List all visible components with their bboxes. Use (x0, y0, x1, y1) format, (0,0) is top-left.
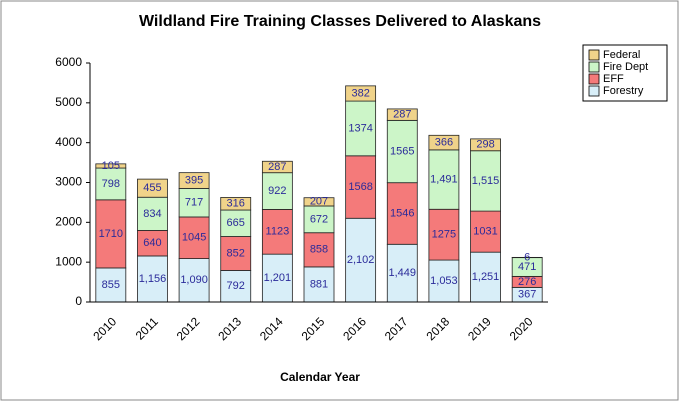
bar-segment (470, 138, 501, 152)
value-label: 1,090 (180, 274, 208, 286)
legend-swatch (588, 61, 600, 73)
legend-swatch (588, 85, 600, 97)
legend-label: Fire Dept (603, 61, 648, 73)
bar-segment (178, 172, 210, 189)
value-label: 1,251 (472, 271, 500, 283)
bar-segment (428, 134, 460, 151)
bar-segment (386, 108, 418, 121)
legend-label: Forestry (603, 85, 644, 97)
value-label: 798 (102, 178, 120, 190)
bar-segment (95, 163, 127, 169)
y-tick-label: 4000 (55, 135, 82, 149)
value-label: 1568 (348, 181, 372, 193)
bar-segment (137, 230, 168, 257)
value-label: 1,201 (264, 272, 292, 284)
y-tick-label: 6000 (55, 55, 82, 69)
value-label: 717 (185, 197, 203, 209)
y-tick-label: 2000 (55, 215, 82, 229)
bar-segment (386, 119, 418, 184)
x-axis-label: Calendar Year (280, 370, 360, 384)
value-label: 1,053 (430, 275, 458, 287)
value-label: 1,156 (139, 273, 167, 285)
value-label: 1,491 (430, 173, 458, 185)
y-tick-label: 3000 (55, 175, 82, 189)
value-label: 665 (227, 217, 245, 229)
value-label: 640 (143, 237, 161, 249)
bar-segment (95, 199, 127, 269)
value-label: 471 (518, 261, 536, 273)
value-label: 1565 (390, 145, 414, 157)
value-label: 6 (524, 251, 530, 263)
value-label: 395 (185, 174, 203, 186)
bar-segment (261, 160, 293, 174)
value-label: 1123 (266, 226, 290, 238)
bar-segment (178, 258, 210, 303)
value-label: 834 (143, 208, 161, 220)
y-tick-label: 5000 (55, 95, 82, 109)
value-label: 858 (310, 244, 328, 256)
value-label: 105 (102, 160, 120, 172)
bar-segment (220, 197, 252, 211)
value-label: 287 (268, 161, 286, 173)
value-label: 276 (518, 276, 536, 288)
value-label: 207 (310, 196, 328, 208)
value-label: 366 (435, 136, 453, 148)
bar-segment (470, 210, 501, 253)
value-label: 1,449 (389, 267, 417, 279)
bar-segment (345, 100, 377, 157)
value-label: 382 (351, 87, 369, 99)
value-label: 287 (393, 109, 411, 121)
y-tick-label: 1000 (55, 254, 82, 268)
bar-segment (386, 182, 418, 245)
value-label: 298 (476, 139, 494, 151)
bar-segment (303, 232, 335, 268)
value-label: 1374 (348, 122, 372, 134)
bar-segment (220, 236, 252, 271)
legend-label: Federal (603, 49, 640, 61)
value-label: 1275 (432, 229, 456, 241)
value-label: 1710 (99, 228, 123, 240)
value-label: 316 (227, 198, 245, 210)
bar-segment (220, 270, 252, 303)
value-label: 2,102 (347, 254, 375, 266)
chart-title: Wildland Fire Training Classes Delivered… (139, 13, 541, 30)
legend-swatch (588, 49, 600, 61)
value-label: 672 (310, 213, 328, 225)
bar-segment (428, 149, 460, 210)
bar-segment (303, 197, 335, 207)
value-label: 1045 (182, 232, 206, 244)
bar-segment (178, 187, 210, 218)
legend-swatch (588, 73, 600, 85)
bar-segment (261, 209, 293, 255)
bar-segment (137, 178, 168, 198)
value-label: 852 (227, 247, 245, 259)
y-tick-label: 0 (75, 294, 82, 308)
bar-segment (137, 255, 168, 303)
bar-segment (220, 209, 252, 237)
value-label: 455 (143, 182, 161, 194)
bar-segment (345, 85, 377, 102)
value-label: 1,515 (472, 175, 500, 187)
value-label: 1546 (390, 207, 414, 219)
value-label: 367 (518, 289, 536, 301)
legend-label: EFF (603, 73, 624, 85)
bar-segment (95, 167, 127, 201)
bar-segment (178, 216, 210, 259)
value-label: 922 (268, 185, 286, 197)
value-label: 1031 (473, 226, 497, 238)
bar-segment (470, 150, 501, 212)
value-label: 792 (227, 280, 245, 292)
value-label: 881 (310, 278, 328, 290)
bar-segment (261, 253, 293, 303)
bar-segment (345, 217, 377, 303)
value-label: 855 (102, 279, 120, 291)
